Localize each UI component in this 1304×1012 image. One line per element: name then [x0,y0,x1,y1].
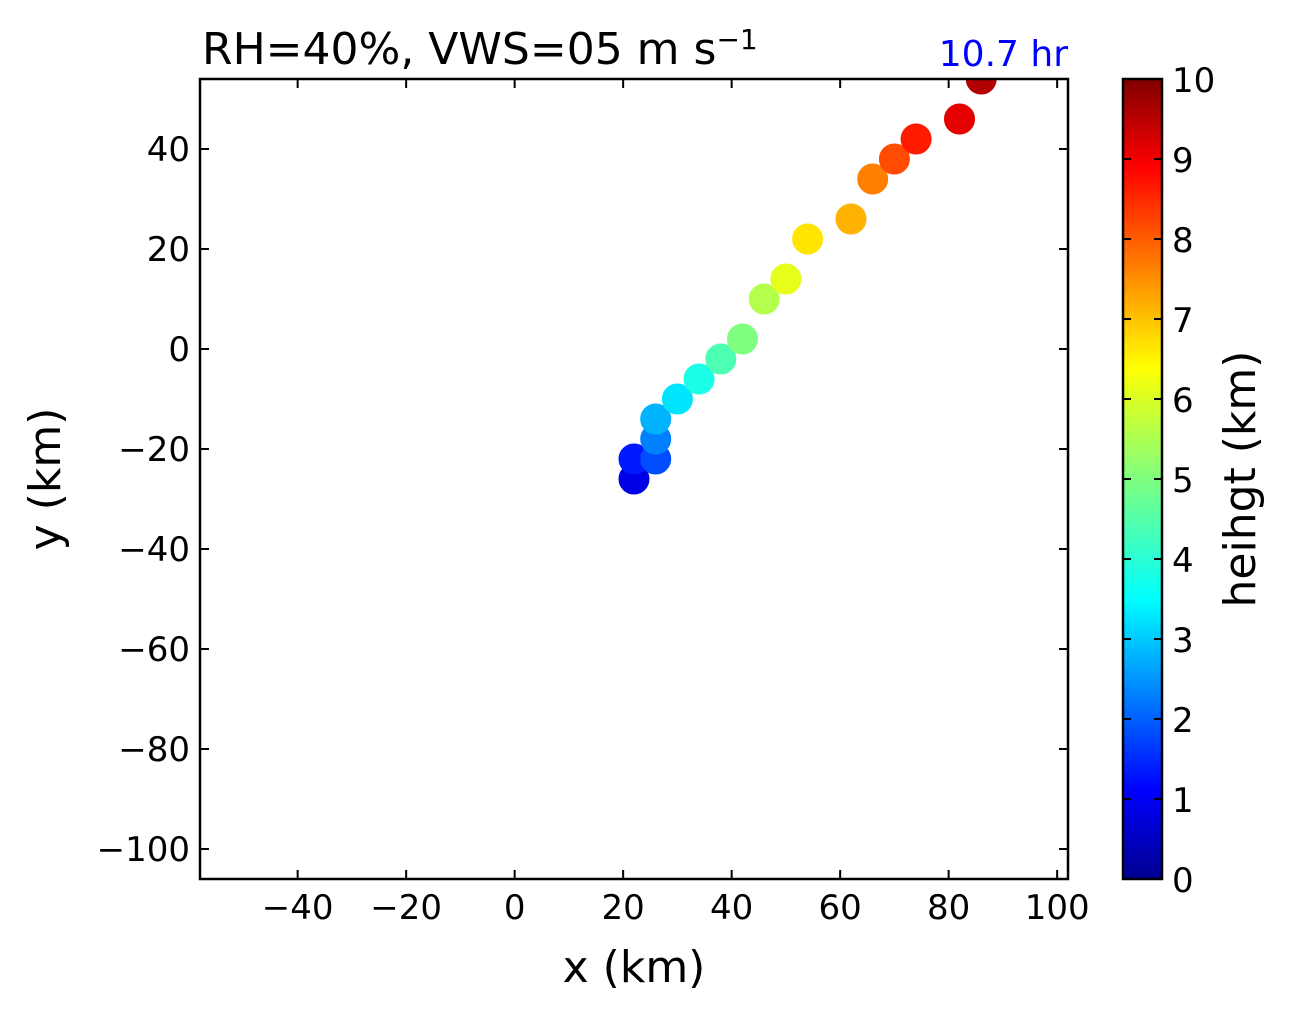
x-tick-label: 0 [504,888,526,928]
data-point [705,343,737,375]
data-point [900,123,932,155]
x-tick-label: 100 [1025,888,1090,928]
y-axis: 40 20 0 −20 −40 −60 −80 −100 [97,130,1068,870]
x-axis: −40 −20 0 20 40 60 80 100 [262,79,1090,928]
data-point [944,103,975,135]
data-point [878,143,910,175]
colorbar-label: heihgt (km) [1215,351,1266,608]
colorbar-tick-label: 7 [1172,301,1194,341]
data-points [618,79,997,495]
colorbar-tick-label: 10 [1172,61,1215,101]
x-axis-label: x (km) [563,942,706,993]
colorbar-tick-label: 3 [1172,621,1194,661]
data-point [748,283,780,315]
y-tick-label: 20 [147,230,190,270]
colorbar-tick-label: 6 [1172,381,1194,421]
x-tick-label: 20 [602,888,645,928]
colorbar-tick-label: 0 [1172,861,1194,901]
y-tick-label: −20 [118,430,190,470]
colorbar-tick-label: 8 [1172,221,1194,261]
y-axis-label: y (km) [20,408,71,551]
data-point [857,163,889,195]
colorbar-tick-label: 4 [1172,541,1194,581]
colorbar-tick-label: 2 [1172,701,1194,741]
x-tick-label: 60 [819,888,862,928]
data-point [683,363,715,395]
y-tick-label: 0 [168,330,190,370]
plot-frame [198,77,1070,881]
x-tick-label: −40 [262,888,334,928]
data-point [835,203,867,235]
x-tick-label: 80 [927,888,970,928]
chart-title: RH=40%, VWS=05 m s−1 [202,23,758,75]
data-point [661,383,693,415]
y-tick-label: −80 [118,730,190,770]
data-point [965,79,997,95]
data-point [727,323,758,355]
colorbar-tick-label: 1 [1172,781,1194,821]
x-tick-label: 40 [710,888,753,928]
data-point [640,403,672,435]
y-tick-label: −100 [97,830,190,870]
y-tick-label: −40 [118,530,190,570]
data-point [792,223,824,255]
colorbar-tick-label: 9 [1172,141,1194,181]
y-tick-label: 40 [147,130,190,170]
elapsed-time-label: 10.7 hr [939,34,1068,75]
x-tick-label: −20 [370,888,442,928]
colorbar-axis: 0 1 2 3 4 5 6 7 8 9 10 [1123,61,1215,901]
colorbar-tick-label: 5 [1172,461,1194,501]
data-point [770,263,802,295]
y-tick-label: −60 [118,630,190,670]
